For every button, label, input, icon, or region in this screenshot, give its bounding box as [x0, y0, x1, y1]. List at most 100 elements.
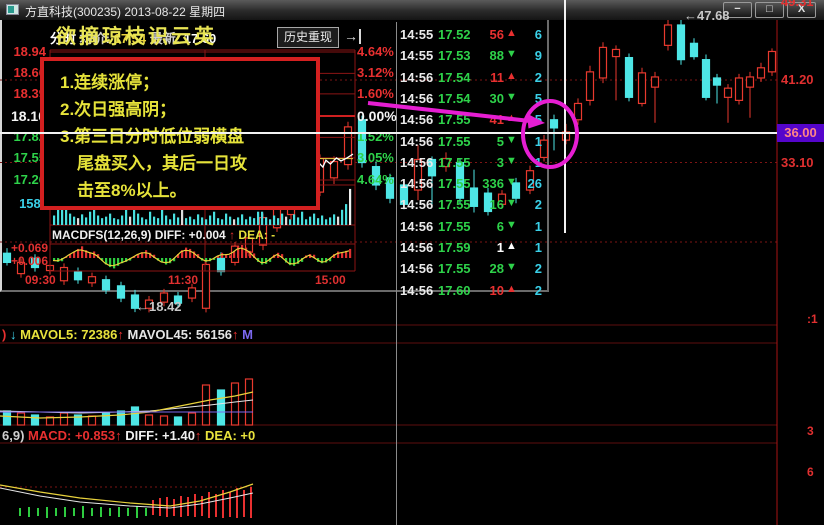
tick-volume: 6: [496, 218, 504, 234]
tick-time: 14:56: [400, 261, 433, 277]
highlight-circle: [521, 99, 579, 169]
history-replay-button[interactable]: 历史重现: [277, 27, 339, 48]
intraday-percent-label: 1.60%: [357, 85, 394, 101]
arrow-up-icon: ▲: [506, 240, 517, 252]
axis-price-label: 49.31: [781, 0, 814, 9]
tick-price: 17.60: [438, 282, 471, 298]
tick-row: 14:56 17.55 16 ▼ 2: [397, 197, 545, 218]
intraday-percent-label: 3.05%: [357, 149, 394, 165]
arrow-down-icon: ▼: [506, 197, 517, 210]
tick-volume: 28: [489, 261, 504, 277]
tick-volume: 41: [489, 112, 504, 128]
arrow-down-icon: ▼: [506, 218, 517, 231]
last-value: 17.60: [183, 31, 217, 46]
tick-time: 14:55: [400, 48, 433, 64]
popup-titlebar[interactable]: 方直科技(300235) 2013-08-22 星期四 − □ X: [0, 0, 824, 20]
tick-volume: 11: [490, 69, 504, 85]
tick-price: 17.55: [438, 176, 471, 192]
skip-to-end-icon[interactable]: →: [344, 29, 361, 44]
avg-label: 均价:: [79, 31, 110, 46]
arrow-down-icon: ▼: [506, 176, 517, 189]
tick-count: 1: [534, 218, 542, 234]
tick-price: 17.55: [438, 197, 471, 213]
intraday-price-label: 18.94: [13, 43, 46, 59]
tick-count: 6: [534, 27, 542, 42]
app-icon: [6, 4, 19, 15]
avg-value: 17.54: [113, 31, 147, 46]
time-0930: 09:30: [25, 273, 56, 287]
macdfs-row: MACDFS(12,26,9) DIFF: +0.004 ↑ DEA: -: [52, 228, 275, 242]
axis-price-label: 41.20: [781, 72, 814, 87]
intraday-price-label: 18.66: [13, 65, 46, 81]
maximize-button[interactable]: □: [755, 2, 784, 18]
fragment: M: [242, 327, 253, 342]
tick-row: 14:56 17.54 11 ▲ 2: [397, 70, 545, 91]
current-price-badge: 36.00: [777, 124, 824, 142]
diff-value: DIFF: +1.40: [125, 428, 195, 443]
arrow-up-icon: ▲: [506, 69, 517, 82]
tick-time: 14:56: [400, 176, 433, 192]
axis-fragment: 6: [807, 465, 814, 479]
up-arrow-icon: ↑: [194, 428, 206, 443]
tick-count: 2: [534, 69, 542, 85]
arrow-up-icon: ▲: [506, 27, 517, 39]
tick-time: 14:56: [400, 133, 433, 149]
arrow-up-icon: ▲: [506, 112, 517, 125]
tick-price: 17.55: [438, 261, 471, 277]
tick-price: 17.54: [438, 69, 471, 85]
tick-time: 14:56: [400, 154, 433, 170]
macd-scale-label: +0.069: [10, 241, 48, 255]
tick-row: 14:56 17.55 336 ▼ 26: [397, 176, 545, 197]
mode-label[interactable]: 分时: [50, 31, 77, 46]
intraday-percent-label: 4.64%: [357, 43, 394, 59]
tick-count: 2: [534, 282, 542, 298]
tick-price: 17.55: [438, 154, 471, 170]
tick-row: 14:56 17.59 1 ▲ 1: [397, 240, 545, 261]
tick-count: 9: [534, 48, 542, 64]
tick-volume: 3: [496, 154, 504, 170]
macd-indicator-row: 6,9) MACD: +0.853↑ DIFF: +1.40↑ DEA: +0: [2, 428, 255, 443]
close-button[interactable]: X: [787, 2, 816, 18]
intraday-percent-label: 0.00%: [357, 108, 397, 124]
minimize-button[interactable]: −: [723, 2, 752, 18]
macd-value: MACD: +0.853: [28, 428, 116, 443]
tick-volume: 5: [496, 133, 504, 149]
intraday-info-row: 分时 均价: 17.54 最新: 17.60: [50, 28, 216, 47]
last-label: 最新:: [149, 31, 181, 46]
tick-row: 14:56 17.55 3 ▼ 1: [397, 155, 545, 176]
tick-count: 1: [534, 240, 542, 255]
tick-row: 14:56 17.54 30 ▼ 5: [397, 91, 545, 112]
dea-label: DEA: -: [238, 228, 276, 242]
intraday-price-label: 17.55: [13, 149, 46, 165]
tick-time: 14:56: [400, 90, 433, 106]
tick-count: 5: [534, 90, 542, 106]
tick-volume: 10: [489, 282, 504, 298]
arrow-down-icon: ▼: [506, 48, 517, 61]
tick-row: 14:56 17.55 6 ▼ 1: [397, 219, 545, 240]
tick-row: 14:56 17.55 5 ▼ 1: [397, 134, 545, 155]
tick-time: 14:55: [400, 27, 433, 42]
tick-time: 14:56: [400, 282, 433, 298]
panel-divider: [396, 22, 397, 525]
dea-value: DEA: +0: [205, 428, 256, 443]
axis-price-label: 33.10: [781, 154, 814, 170]
up-arrow-icon: ↑: [117, 327, 128, 342]
intraday-price-label: 17.26: [13, 172, 46, 187]
tick-price: 17.54: [438, 90, 471, 106]
arrow-down-icon: ▼: [506, 90, 517, 103]
tick-row: 14:56 17.60 10 ▲ 2: [397, 283, 545, 304]
intraday-volume: [53, 187, 352, 225]
tick-row: 14:56 17.55 28 ▼ 2: [397, 261, 545, 282]
tick-time: 14:56: [400, 197, 433, 213]
tick-price: 17.55: [438, 112, 471, 128]
tick-volume: 88: [489, 48, 504, 64]
arrow-down-icon: ▼: [506, 261, 517, 274]
tick-volume: 56: [489, 27, 504, 42]
tick-time: 14:56: [400, 69, 433, 85]
time-1500: 15:00: [315, 273, 346, 287]
tick-row: 14:55 17.53 88 ▼ 9: [397, 48, 545, 69]
intraday-price-label: 18.39: [13, 85, 46, 101]
trough-price-annotation: ←18.42: [136, 299, 182, 314]
tick-time: 14:56: [400, 112, 433, 128]
